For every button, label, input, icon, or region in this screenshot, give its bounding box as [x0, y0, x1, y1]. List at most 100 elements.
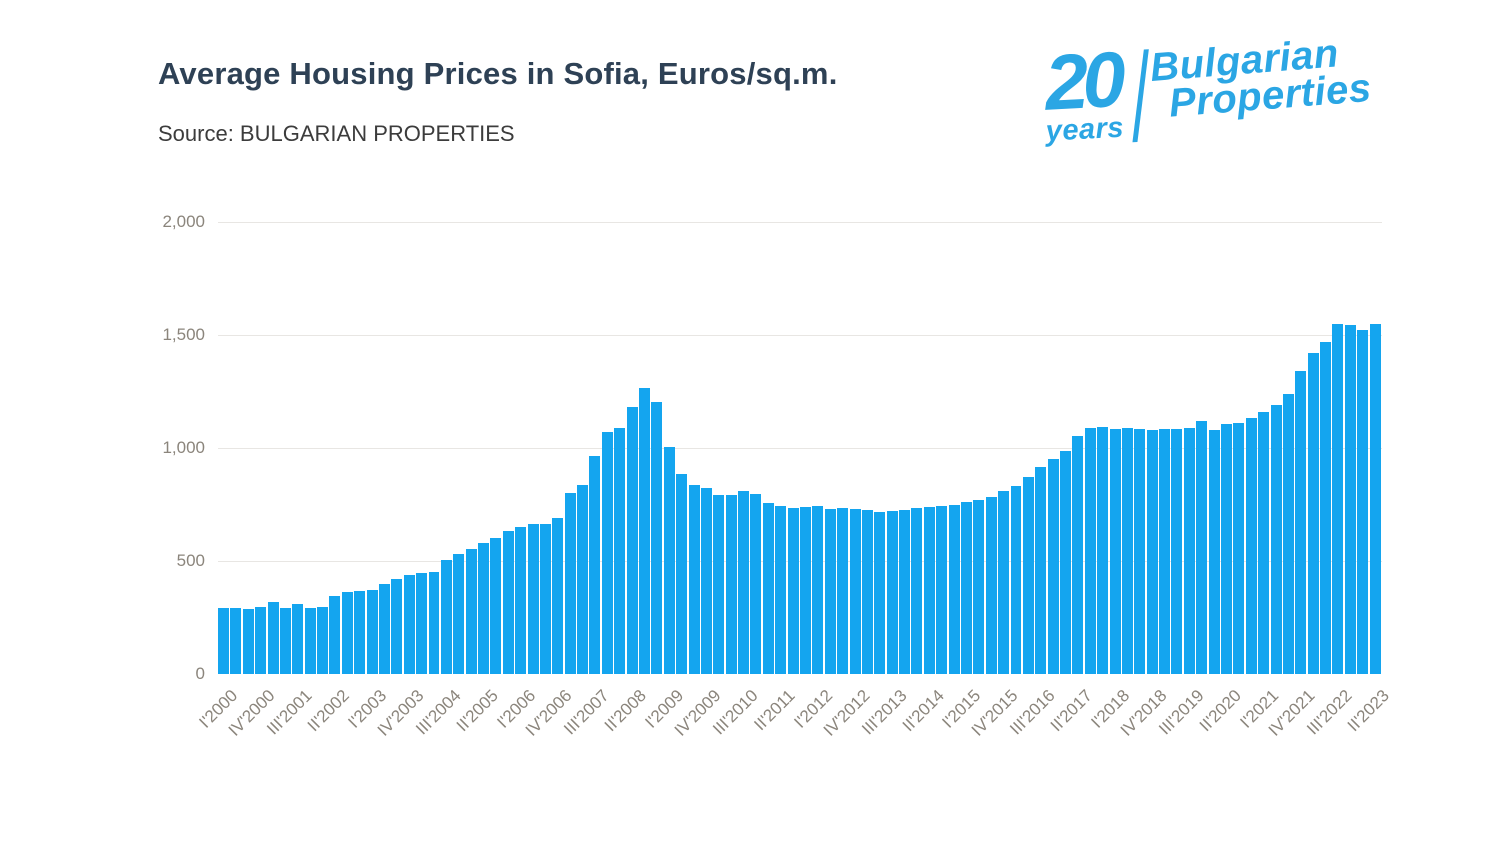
bar-IV'2010 — [750, 494, 762, 674]
bar-I'2002 — [317, 606, 329, 674]
logo-brand-name: Bulgarian Properties — [1149, 31, 1374, 125]
bar-I'2005 — [465, 549, 477, 674]
x-axis-label-II'2002: II'2002 — [303, 686, 354, 736]
bar-I'2000 — [218, 608, 229, 674]
bar-IV'2003 — [403, 574, 415, 674]
bar-II'2019 — [1171, 428, 1183, 674]
bar-II'2016 — [1022, 477, 1034, 674]
bar-IV'2014 — [948, 504, 960, 674]
bar-I'2012 — [812, 505, 824, 674]
bar-I'2009 — [663, 446, 675, 674]
bar-II'2014 — [923, 507, 935, 674]
bar-III'2015 — [985, 496, 997, 674]
brand-logo: 20 years Bulgarian Properties — [1029, 27, 1394, 156]
bar-I'2010 — [713, 495, 725, 674]
logo-anniversary: 20 years — [1030, 34, 1137, 148]
bar-IV'2020 — [1245, 417, 1257, 674]
bar-IV'2006 — [552, 518, 564, 674]
bar-III'2022 — [1332, 323, 1344, 674]
bar-I'2004 — [416, 572, 428, 674]
gridline-2000 — [218, 222, 1382, 223]
bar-I'2011 — [762, 502, 774, 674]
bar-II'2004 — [428, 571, 440, 674]
bar-II'2003 — [378, 583, 390, 674]
bar-III'2011 — [787, 507, 799, 674]
bar-I'2001 — [267, 601, 279, 674]
bar-III'2000 — [242, 608, 254, 674]
bar-I'2020 — [1208, 430, 1220, 674]
bar-III'2007 — [589, 455, 601, 674]
bar-III'2013 — [886, 511, 898, 674]
chart-title: Average Housing Prices in Sofia, Euros/s… — [158, 56, 838, 91]
bar-IV'2001 — [304, 607, 316, 674]
bar-II'2010 — [725, 495, 737, 674]
bar-III'2002 — [341, 591, 353, 674]
bar-IV'2004 — [453, 554, 465, 674]
gridline-1000 — [218, 448, 1382, 449]
bar-III'2014 — [936, 505, 948, 674]
bar-III'2020 — [1233, 422, 1245, 674]
bar-IV'2007 — [601, 432, 613, 674]
x-axis-label-II'2023: II'2023 — [1344, 686, 1394, 736]
bar-II'2020 — [1221, 423, 1232, 674]
y-axis-label-2000: 2,000 — [162, 212, 205, 231]
bar-I'2018 — [1109, 428, 1121, 674]
bar-II'2023 — [1369, 323, 1381, 674]
x-axis-label-II'2020: II'2020 — [1195, 686, 1245, 736]
y-axis-label-1000: 1,000 — [162, 438, 205, 457]
bar-IV'2016 — [1047, 459, 1059, 674]
x-axis-label-II'2011: II'2011 — [750, 686, 799, 735]
bar-II'2000 — [230, 608, 242, 674]
bar-I'2003 — [366, 590, 378, 674]
logo-years-label: years — [1044, 111, 1125, 148]
bar-II'2009 — [676, 474, 688, 674]
bar-III'2005 — [490, 538, 502, 674]
bar-II'2022 — [1320, 341, 1332, 674]
bar-III'2012 — [837, 508, 849, 674]
bar-IV'2019 — [1196, 420, 1208, 674]
bar-I'2013 — [861, 510, 873, 674]
bar-II'2017 — [1072, 435, 1084, 674]
bar-IV'2017 — [1097, 427, 1109, 674]
bar-I'2008 — [614, 427, 626, 674]
x-axis-label-II'2017: II'2017 — [1046, 686, 1097, 736]
gridline-1500 — [218, 335, 1382, 336]
bar-II'2006 — [527, 524, 539, 674]
y-axis-label-1500: 1,500 — [162, 325, 205, 344]
bar-II'2001 — [279, 608, 291, 674]
bar-IV'2021 — [1295, 371, 1307, 674]
bar-II'2015 — [973, 499, 985, 674]
bar-II'2008 — [626, 407, 638, 674]
bar-I'2017 — [1060, 451, 1071, 674]
bar-IV'2013 — [899, 509, 911, 674]
bar-III'2017 — [1084, 428, 1096, 674]
bar-IV'2000 — [255, 606, 267, 674]
bar-III'2021 — [1282, 393, 1294, 674]
bar-II'2007 — [577, 484, 589, 674]
bar-II'2002 — [329, 596, 341, 674]
bar-I'2015 — [960, 502, 972, 674]
bar-I'2014 — [911, 508, 923, 674]
bar-III'2006 — [539, 524, 551, 674]
logo-divider — [1132, 49, 1149, 143]
bar-IV'2018 — [1146, 430, 1158, 674]
logo-20-number: 20 — [1042, 34, 1122, 127]
bar-IV'2009 — [700, 487, 712, 674]
bar-I'2006 — [515, 527, 527, 674]
bar-IV'2008 — [651, 401, 663, 674]
bar-III'2018 — [1134, 428, 1146, 674]
bar-I'2022 — [1307, 353, 1319, 674]
bar-IV'2012 — [849, 509, 861, 674]
source-label: Source: BULGARIAN PROPERTIES — [158, 121, 515, 146]
bar-III'2008 — [639, 388, 650, 674]
bar-I'2021 — [1258, 411, 1270, 674]
x-axis-label-II'2014: II'2014 — [898, 686, 948, 736]
bar-II'2018 — [1121, 427, 1133, 674]
bar-III'2001 — [292, 604, 304, 674]
bar-I'2007 — [564, 493, 576, 674]
bar-IV'2022 — [1344, 324, 1356, 674]
bar-III'2003 — [391, 579, 403, 674]
bar-II'2012 — [824, 509, 836, 674]
bar-II'2005 — [478, 542, 489, 674]
